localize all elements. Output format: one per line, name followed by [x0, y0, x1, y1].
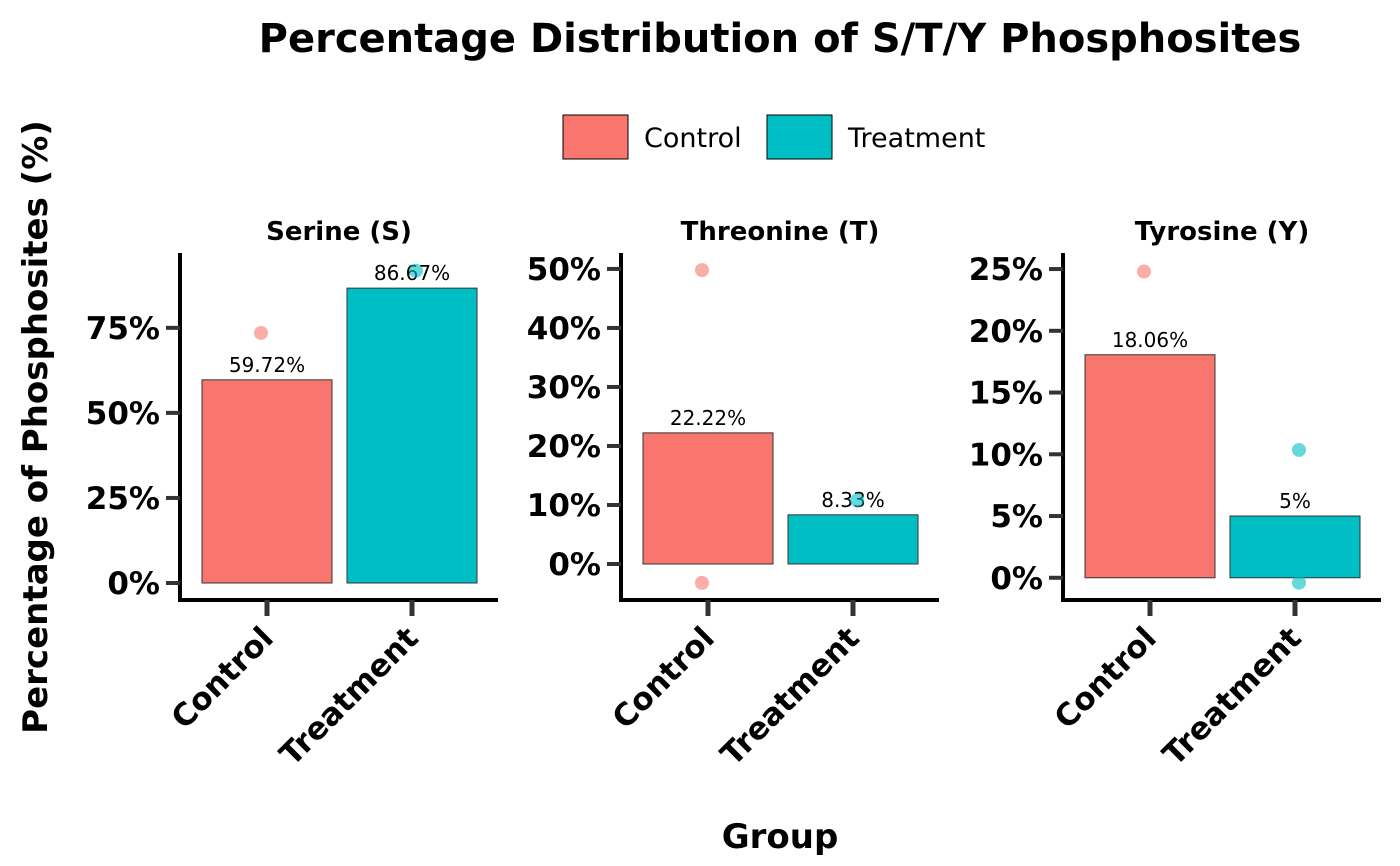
bar-control — [201, 379, 333, 584]
bar-treatment — [1229, 515, 1361, 579]
legend-swatch-treatment — [766, 114, 833, 160]
y-tick-label: 50% — [527, 252, 601, 288]
y-tick-label: 20% — [527, 429, 601, 465]
panel-title: Tyrosine (Y) — [1135, 217, 1309, 247]
y-tick-label: 40% — [527, 311, 601, 347]
chart-title: Percentage Distribution of S/T/Y Phospho… — [259, 16, 1302, 62]
panel-1: Threonine (T)22.22%8.33%0%10%20%30%40%50… — [527, 217, 939, 773]
x-tick-label: Treatment — [273, 620, 426, 773]
data-point-control — [695, 575, 709, 590]
x-tick-label: Treatment — [1156, 620, 1309, 773]
panel-title: Serine (S) — [266, 217, 412, 247]
y-tick-label: 25% — [969, 252, 1043, 288]
x-tick-label: Control — [1048, 620, 1164, 736]
data-point-treatment — [1292, 442, 1306, 457]
y-tick-label: 15% — [969, 376, 1043, 412]
y-tick-label: 20% — [969, 314, 1043, 350]
data-point-control — [1137, 264, 1151, 279]
data-point-control — [254, 325, 268, 340]
bar-treatment — [346, 287, 478, 584]
y-tick-label: 5% — [990, 499, 1043, 535]
panel-2: Tyrosine (Y) 18.06% 5% 0% 5% 10% 15% 20% 25% Cont… — [969, 217, 1381, 773]
bar-value-label: 59.72% — [229, 353, 305, 377]
y-tick-label: 0% — [107, 566, 160, 602]
legend-swatch-control — [562, 114, 629, 160]
bar-control — [642, 432, 774, 565]
panel-title: Threonine (T) — [681, 217, 880, 247]
bar-value-label: 18.06% — [1112, 328, 1188, 352]
x-axis-title: Group — [722, 817, 839, 857]
y-tick-label: 10% — [527, 488, 601, 524]
y-tick-label: 30% — [527, 370, 601, 406]
y-tick-label: 25% — [86, 481, 160, 517]
bar-control — [1084, 354, 1216, 579]
y-tick-label: 0% — [548, 547, 601, 583]
y-tick-label: 50% — [86, 396, 160, 432]
bar-treatment — [787, 514, 919, 565]
bar-value-label: 5% — [1279, 489, 1311, 513]
panel-0: Serine (S)59.72%86.67%0%25%50%75%Control… — [86, 217, 498, 773]
data-point-treatment — [850, 493, 864, 508]
x-tick-label: Control — [165, 620, 281, 736]
data-point-treatment — [1292, 575, 1306, 590]
data-point-treatment — [409, 263, 423, 278]
legend-label-treatment: Treatment — [847, 123, 985, 154]
y-axis-title: Percentage of Phosphosites (%) — [16, 120, 56, 734]
y-tick-label: 10% — [969, 437, 1043, 473]
bar-value-label: 22.22% — [670, 406, 746, 430]
legend: Control Treatment — [562, 114, 985, 160]
data-point-control — [695, 263, 709, 278]
x-tick-label: Control — [606, 620, 722, 736]
legend-label-control: Control — [644, 123, 742, 154]
x-tick-label: Treatment — [714, 620, 867, 773]
y-tick-label: 75% — [86, 311, 160, 347]
y-tick-label: 0% — [990, 561, 1043, 597]
